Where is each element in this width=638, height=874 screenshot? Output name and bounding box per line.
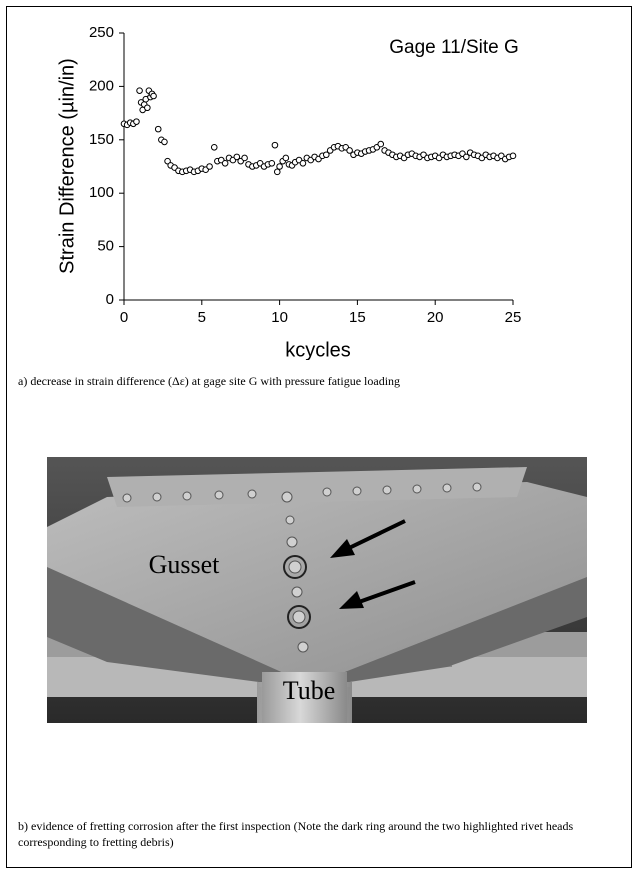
- data-point: [151, 93, 157, 99]
- x-tick-label: 5: [198, 309, 206, 326]
- data-point: [137, 88, 143, 94]
- data-point: [274, 169, 280, 175]
- x-tick-label: 15: [349, 309, 366, 326]
- data-point: [145, 105, 151, 111]
- data-point: [162, 139, 168, 145]
- data-point: [283, 155, 289, 161]
- x-tick-label: 0: [120, 309, 128, 326]
- data-point: [155, 126, 161, 132]
- x-tick-label: 25: [505, 309, 522, 326]
- y-tick-label: 100: [89, 184, 114, 201]
- photo-label: Tube: [283, 676, 336, 705]
- y-tick-label: 150: [89, 131, 114, 148]
- data-point: [300, 160, 306, 166]
- annotation: Gage 11/Site G: [389, 37, 519, 58]
- data-point: [211, 144, 217, 150]
- data-point: [277, 164, 283, 170]
- y-tick-label: 200: [89, 77, 114, 94]
- y-axis-label: Strain Difference (µin/in): [56, 58, 78, 274]
- x-tick-label: 10: [271, 309, 288, 326]
- caption-a: a) decrease in strain difference (Δε) at…: [18, 373, 400, 389]
- data-point: [134, 119, 140, 125]
- data-point: [207, 164, 213, 170]
- y-tick-label: 250: [89, 24, 114, 41]
- data-point: [242, 155, 248, 161]
- data-point: [272, 142, 278, 148]
- photo-label: Gusset: [149, 550, 221, 579]
- x-axis-label: kcycles: [285, 339, 351, 360]
- y-tick-label: 50: [97, 238, 114, 255]
- photo: Gusset Tube: [47, 457, 587, 723]
- data-point: [378, 141, 384, 147]
- x-tick-label: 20: [427, 309, 444, 326]
- data-point: [269, 160, 275, 166]
- chart: Gage 11/Site G kcycles Strain Difference…: [0, 0, 638, 360]
- data-point: [222, 160, 228, 166]
- data-point: [510, 153, 516, 159]
- y-tick-label: 0: [106, 291, 114, 308]
- caption-b: b) evidence of fretting corrosion after …: [18, 818, 618, 850]
- page: Gage 11/Site G kcycles Strain Difference…: [0, 0, 638, 874]
